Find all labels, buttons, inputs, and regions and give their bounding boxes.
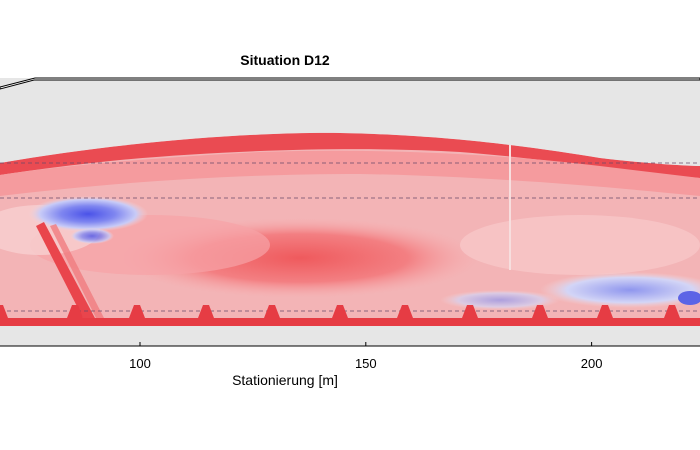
plot-top-edge	[0, 77, 700, 90]
diagonal-strut	[36, 222, 96, 324]
right-light-zone	[460, 215, 700, 275]
x-axis-ticks: 100 150 200	[129, 342, 602, 371]
blue-zone-edge	[678, 291, 700, 305]
x-tick-label-200: 200	[581, 356, 603, 371]
x-tick-label-150: 150	[355, 356, 377, 371]
x-axis-label: Stationierung [m]	[232, 372, 338, 388]
blue-zone-right	[540, 272, 700, 308]
x-tick-label-100: 100	[129, 356, 151, 371]
heatmap-field	[0, 132, 700, 325]
upper-band	[0, 150, 700, 196]
diagonal-strut-shadow	[50, 224, 104, 320]
bottom-boundary-strip	[0, 305, 700, 326]
blue-zone-small	[70, 228, 114, 244]
chart-title: Situation D12	[240, 52, 330, 68]
blue-zone-upper-left	[28, 196, 148, 232]
top-red-band	[0, 132, 700, 178]
